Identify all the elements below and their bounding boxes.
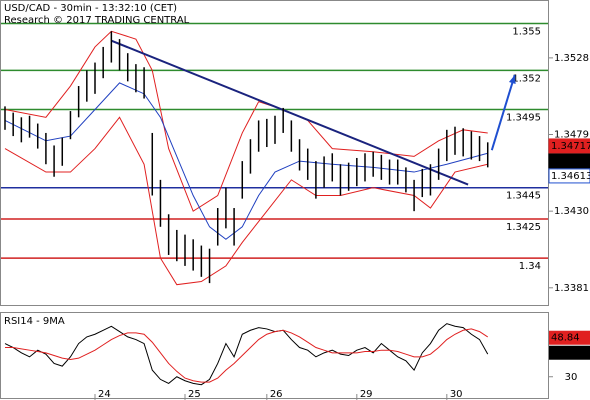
indicator-line [4, 116, 488, 286]
y-tick-label: 1.3528 [554, 53, 589, 64]
rsi-tag [549, 330, 590, 345]
level-label: 1.355 [512, 26, 541, 37]
rsi-tick-label: 30 [565, 372, 578, 383]
indicator-line [490, 74, 516, 151]
rsi-tag-label: 48.84 [551, 333, 580, 344]
rsi-tag [549, 345, 590, 360]
chart-subtitle: Research © 2017 TRADING CENTRAL [4, 15, 190, 26]
x-tick-label: 25 [188, 389, 201, 400]
price-panel [0, 0, 549, 306]
level-label: 1.3425 [506, 222, 541, 233]
y-tick-label: 1.3479 [554, 130, 589, 141]
arrow-head [508, 75, 516, 85]
y-tick-label: 1.3430 [554, 206, 589, 217]
indicator-line [4, 30, 488, 212]
rsi-line [5, 328, 488, 383]
price-tag [548, 138, 590, 154]
level-label: 1.3495 [506, 112, 541, 123]
price-tag [548, 168, 590, 184]
y-tick-label: 1.3381 [554, 283, 589, 294]
rsi-tag-label: 46.9737 [551, 348, 590, 359]
rsi-line [4, 323, 489, 386]
x-tick-label: 24 [98, 389, 111, 400]
x-tick-label: 26 [270, 389, 283, 400]
x-tick-label: 29 [360, 389, 373, 400]
indicator-line [110, 39, 469, 186]
price-tag [548, 153, 590, 169]
x-tick-label: 30 [450, 389, 463, 400]
price-tag-label: 1.34717 [551, 141, 590, 152]
indicator-line [4, 82, 488, 240]
level-label: 1.3445 [506, 191, 541, 202]
rsi-panel [0, 312, 549, 399]
level-label: 1.34 [519, 261, 541, 272]
rsi-title: RSI14 - 9MA [4, 316, 65, 327]
chart-title: USD/CAD - 30min - 13:32:10 (CET) [4, 3, 177, 14]
price-tag-label: 1.34653 [551, 156, 590, 167]
level-label: 1.352 [512, 73, 541, 84]
price-tag-label: 1.34613 [551, 171, 590, 182]
